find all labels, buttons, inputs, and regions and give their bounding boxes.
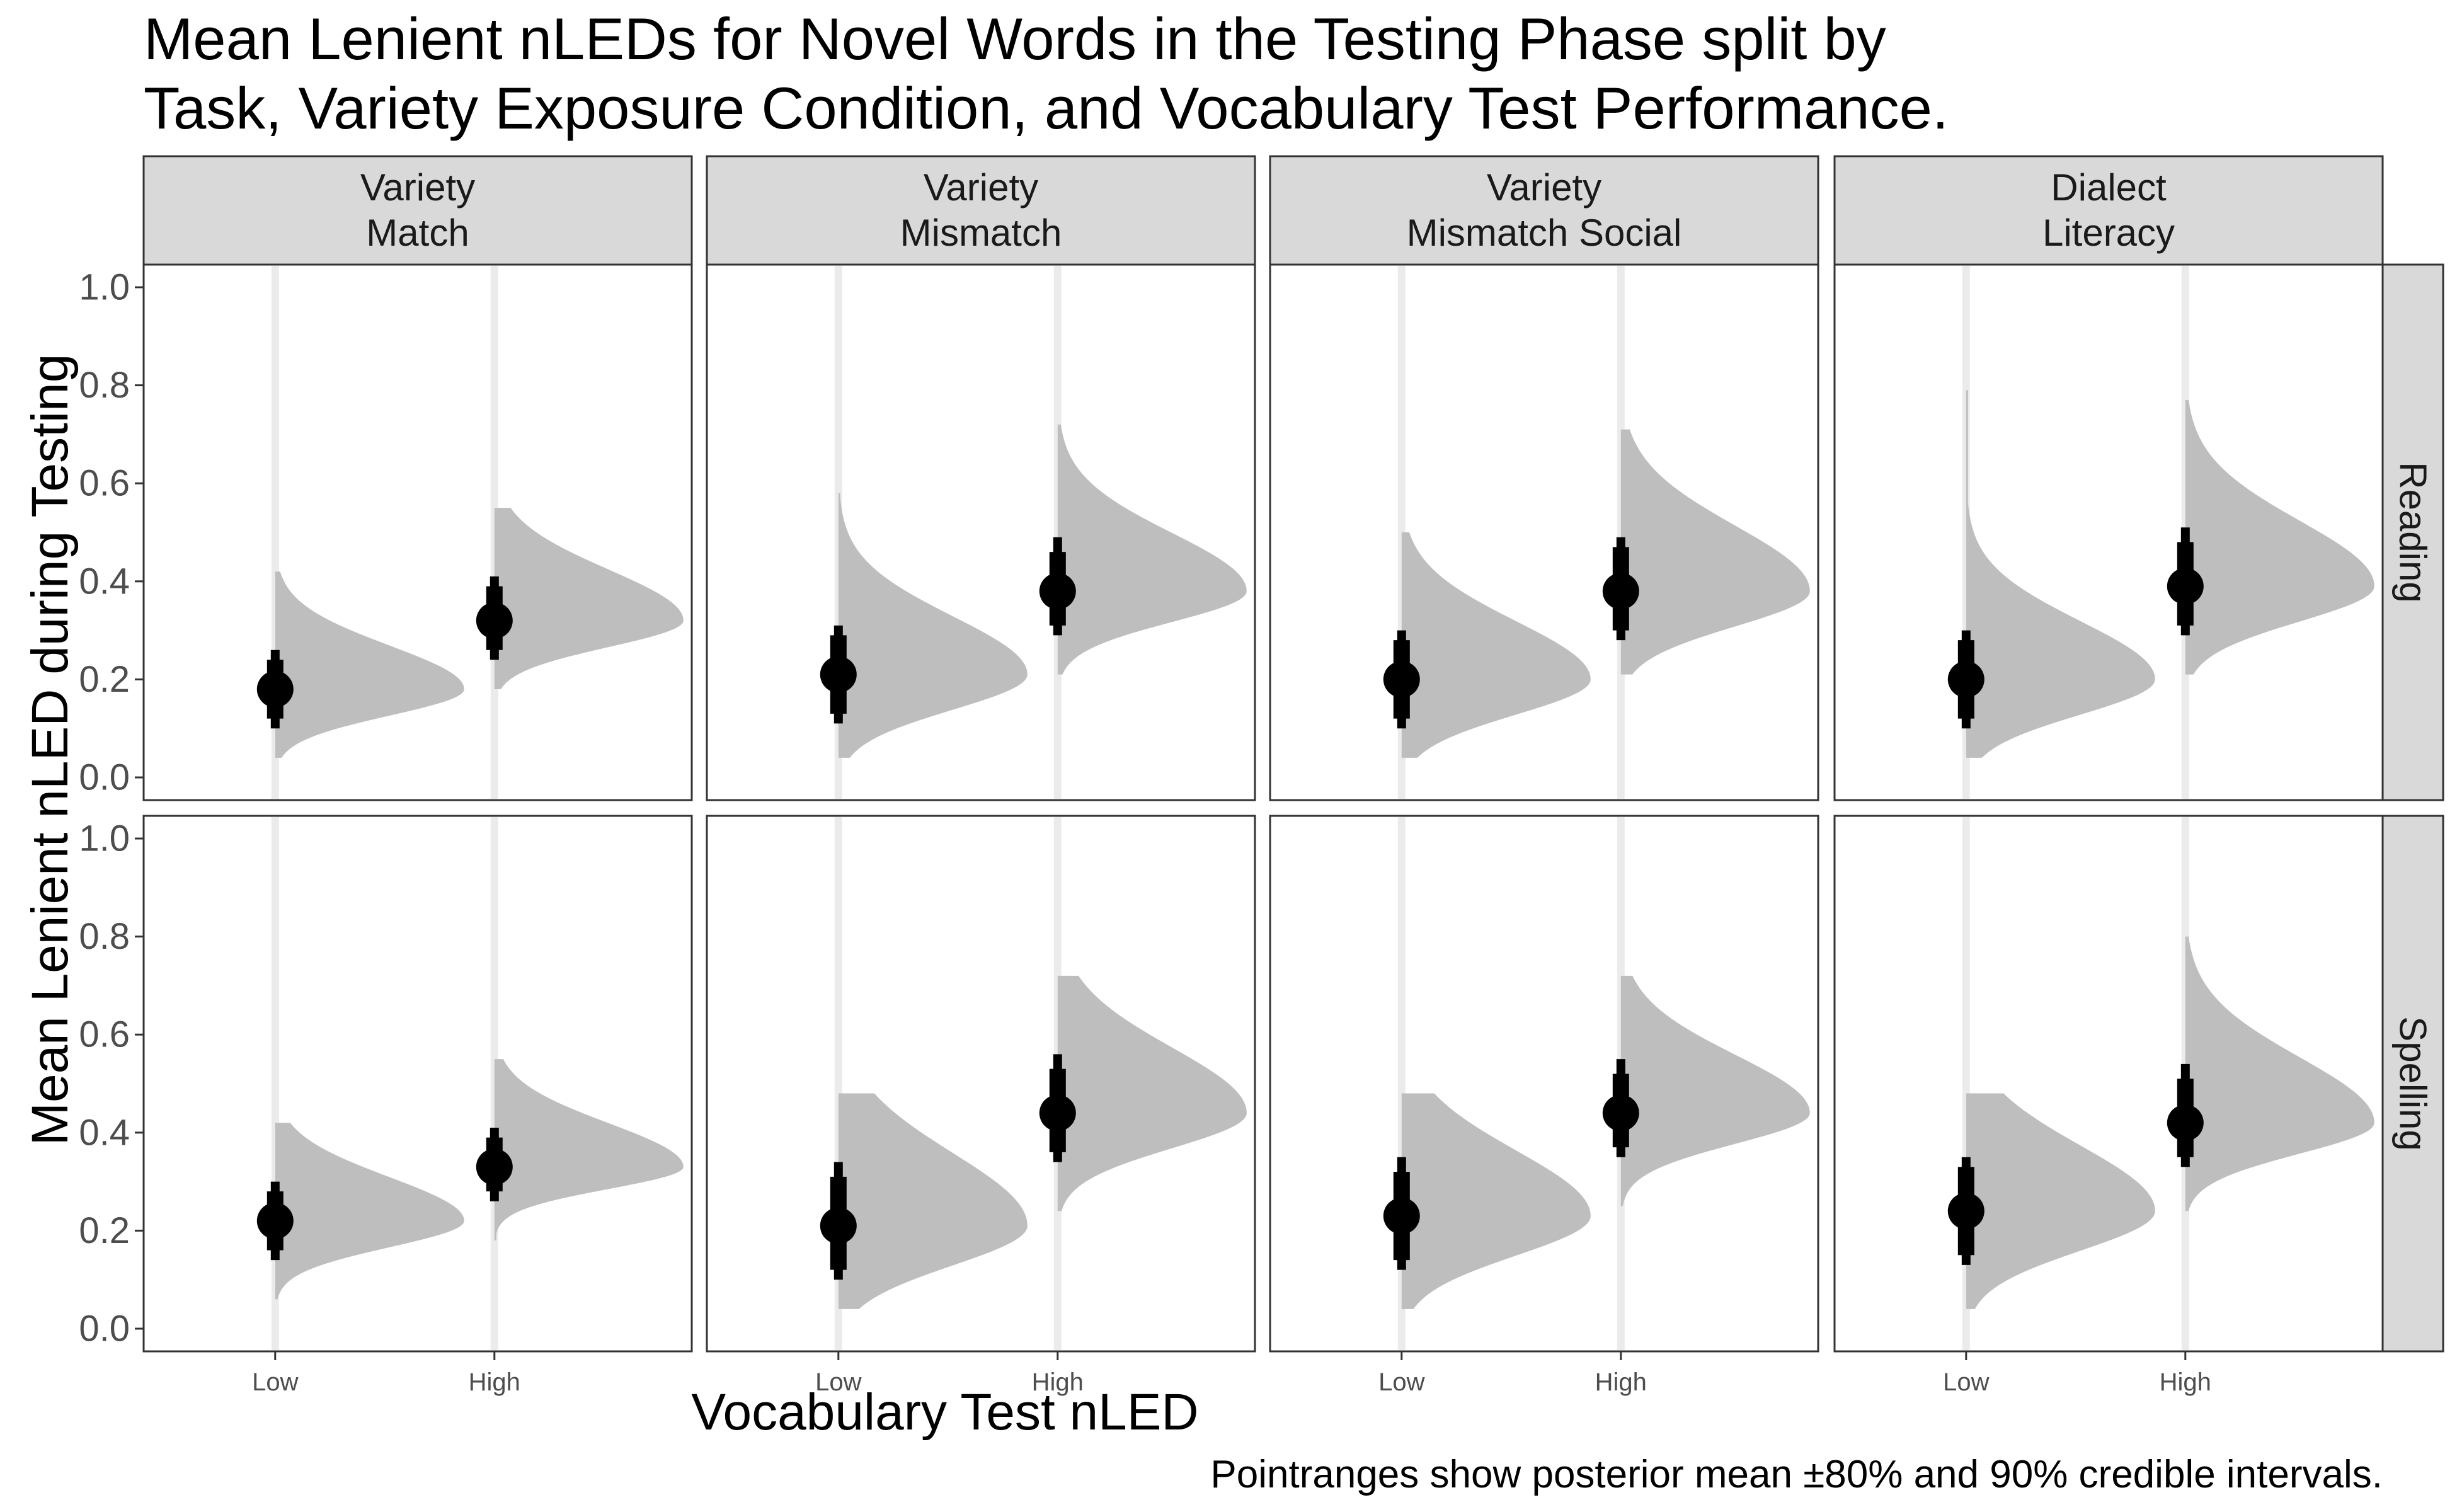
chart-title-line-1: Mean Lenient nLEDs for Novel Words in th…: [144, 6, 1886, 72]
x-tick-label: High: [1595, 1368, 1647, 1396]
x-tick-label: Low: [815, 1368, 861, 1396]
column-strip-label: Match: [366, 212, 469, 254]
y-tick-label: 0.8: [79, 365, 130, 406]
y-tick-label: 0.0: [79, 1309, 130, 1349]
density-slab: [1620, 975, 1810, 1206]
column-strip: [1833, 155, 2384, 266]
panel-background: [144, 265, 692, 800]
y-tick-label: 1.0: [79, 818, 130, 859]
density-slab: [275, 571, 464, 758]
row-strip: [2381, 263, 2444, 801]
row-strip: [2381, 815, 2444, 1353]
panel-border: [706, 815, 1256, 1353]
density-slab: [1401, 1093, 1591, 1309]
panel-border: [1833, 815, 2384, 1353]
posterior-mean-point: [1039, 1094, 1076, 1131]
posterior-mean-point: [256, 1202, 294, 1239]
density-slab: [2185, 399, 2374, 675]
posterior-mean-point: [820, 1207, 857, 1244]
column-strip-label: Variety: [360, 166, 475, 209]
density-slab: [494, 508, 684, 689]
density-slab: [1401, 532, 1591, 758]
posterior-mean-point: [256, 670, 294, 707]
y-tick-label: 0.6: [79, 1014, 130, 1055]
posterior-mean-point: [1947, 661, 1984, 698]
y-tick-label: 0.4: [79, 1112, 130, 1153]
density-slab: [275, 1123, 464, 1300]
x-tick-label: High: [1032, 1368, 1084, 1396]
x-axis-label: Vocabulary Test nLED: [691, 1383, 1199, 1441]
panel-background: [707, 265, 1255, 800]
column-strip-label: Variety: [924, 166, 1038, 209]
posterior-mean-point: [1039, 573, 1076, 610]
panel-border: [142, 263, 693, 801]
y-tick-label: 1.0: [79, 267, 130, 308]
x-tick-label: Low: [1943, 1368, 1989, 1396]
column-strip-label: Variety: [1487, 166, 1601, 209]
row-strip-label: Reading: [2392, 462, 2434, 603]
posterior-mean-point: [2167, 1104, 2204, 1142]
posterior-mean-point: [1602, 573, 1639, 610]
chart-title-line-2: Task, Variety Exposure Condition, and Vo…: [144, 75, 1949, 141]
posterior-mean-point: [820, 656, 857, 693]
density-slab: [1966, 1093, 2155, 1309]
panel-border: [1833, 263, 2384, 801]
posterior-mean-point: [476, 1148, 513, 1186]
panel-border: [1269, 815, 1819, 1353]
posterior-mean-point: [2167, 568, 2204, 605]
column-strip: [1269, 155, 1819, 266]
x-tick-label: High: [469, 1368, 520, 1396]
y-axis-label: Mean Lenient nLED during Testing: [21, 353, 79, 1146]
x-tick-label: Low: [252, 1368, 298, 1396]
panel-background: [144, 816, 692, 1351]
density-slab: [2185, 936, 2374, 1211]
density-slab: [1966, 390, 2155, 758]
column-strip-label: Mismatch Social: [1407, 212, 1682, 254]
y-tick-label: 0.6: [79, 463, 130, 504]
y-tick-label: 0.4: [79, 561, 130, 602]
density-slab: [838, 493, 1028, 758]
column-strip-label: Literacy: [2042, 212, 2175, 254]
panel-border: [1269, 263, 1819, 801]
panel-border: [142, 815, 693, 1353]
x-tick-label: Low: [1378, 1368, 1424, 1396]
density-slab: [1057, 424, 1247, 675]
y-tick-label: 0.2: [79, 1210, 130, 1251]
y-tick-label: 0.0: [79, 757, 130, 798]
x-tick-label: High: [2160, 1368, 2211, 1396]
density-slab: [1620, 429, 1810, 675]
density-slab: [838, 1093, 1028, 1309]
posterior-mean-point: [1383, 1198, 1420, 1235]
posterior-mean-point: [476, 602, 513, 639]
posterior-mean-point: [1602, 1094, 1639, 1131]
posterior-mean-point: [1947, 1193, 1984, 1230]
density-slab: [494, 1059, 684, 1240]
column-strip-label: Dialect: [2051, 166, 2167, 209]
density-slab: [1057, 975, 1247, 1211]
chart-caption: Pointranges show posterior mean ±80% and…: [1210, 1453, 2383, 1496]
column-strip: [706, 155, 1256, 266]
row-strip-label: Spelling: [2392, 1016, 2434, 1151]
posterior-mean-point: [1383, 661, 1420, 698]
y-tick-label: 0.2: [79, 659, 130, 700]
column-strip-label: Mismatch: [900, 212, 1062, 254]
panel-border: [706, 263, 1256, 801]
y-tick-label: 0.8: [79, 916, 130, 957]
